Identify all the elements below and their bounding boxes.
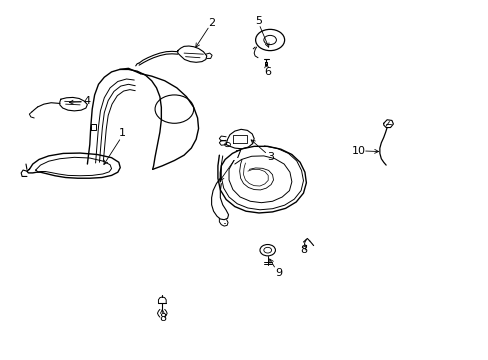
Text: 10: 10 <box>351 146 366 156</box>
Text: 8: 8 <box>299 245 306 255</box>
Text: 6: 6 <box>264 67 271 77</box>
Text: 9: 9 <box>275 268 282 278</box>
Text: 4: 4 <box>83 96 91 105</box>
Text: 2: 2 <box>207 18 215 28</box>
Text: 3: 3 <box>266 152 274 162</box>
Text: 5: 5 <box>255 16 262 26</box>
Text: 7: 7 <box>234 150 241 160</box>
Text: 1: 1 <box>119 128 126 138</box>
Text: 8: 8 <box>159 313 165 323</box>
